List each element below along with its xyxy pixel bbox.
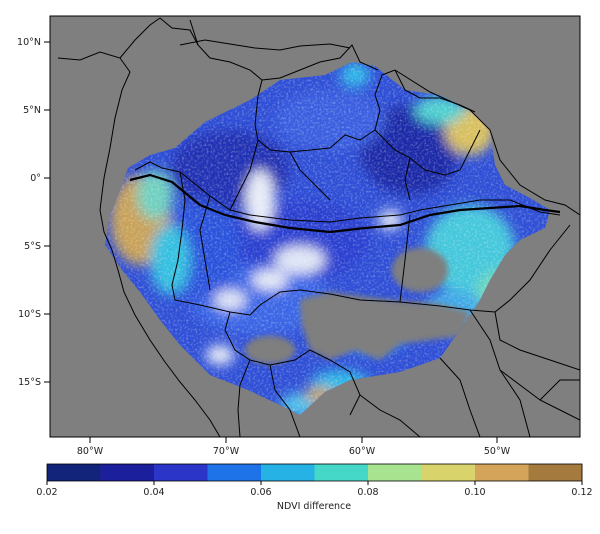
lon-tick-label: 80°W xyxy=(77,446,104,457)
lat-tick-label: 5°N xyxy=(23,105,41,116)
lat-tick-label: 5°S xyxy=(24,241,41,252)
colorbar-tick-label: 0.12 xyxy=(571,487,592,498)
colorbar-swatch xyxy=(314,464,369,481)
lat-tick-label: 15°S xyxy=(18,377,41,388)
country-borders xyxy=(57,17,580,437)
colorbar-tick-label: 0.06 xyxy=(250,487,271,498)
colorbar-swatch xyxy=(368,464,422,481)
colorbar-swatches xyxy=(47,464,583,481)
map-panel xyxy=(50,16,580,437)
colorbar-tick-label: 0.04 xyxy=(143,487,164,498)
lon-tick-label: 60°W xyxy=(349,446,376,457)
colorbar-label: NDVI difference xyxy=(277,501,351,512)
colorbar-tick-label: 0.10 xyxy=(464,487,485,498)
lon-tick-label: 70°W xyxy=(213,446,240,457)
caribbean-coast xyxy=(179,39,351,51)
colorbar-frame xyxy=(46,463,583,482)
colorbar-swatch xyxy=(528,464,583,481)
colorbar-swatch xyxy=(100,464,155,481)
atlantic-coast xyxy=(394,69,580,216)
colorbar-swatch xyxy=(261,464,315,481)
colorbar-swatch xyxy=(47,464,101,481)
latitude-axis: 10°N 5°N 0° 5°S 10°S 15°S xyxy=(17,37,50,388)
map-frame xyxy=(49,15,581,438)
colorbar: 0.02 0.04 0.06 0.08 0.10 0.12 NDVI difference xyxy=(36,463,593,512)
amazon-river xyxy=(129,173,561,234)
colorbar-tick-label: 0.02 xyxy=(36,487,57,498)
lat-tick-label: 10°S xyxy=(18,309,41,320)
colorbar-swatch xyxy=(421,464,476,481)
colorbar-swatch xyxy=(207,464,262,481)
colorbar-ticks: 0.02 0.04 0.06 0.08 0.10 0.12 xyxy=(36,481,593,498)
colorbar-swatch xyxy=(475,464,529,481)
colorbar-swatch xyxy=(154,464,208,481)
lat-tick-label: 0° xyxy=(30,173,41,184)
longitude-axis: 80°W 70°W 60°W 50°W xyxy=(77,437,511,457)
lon-tick-label: 50°W xyxy=(484,446,511,457)
lat-tick-label: 10°N xyxy=(17,37,41,48)
colorbar-tick-label: 0.08 xyxy=(357,487,378,498)
